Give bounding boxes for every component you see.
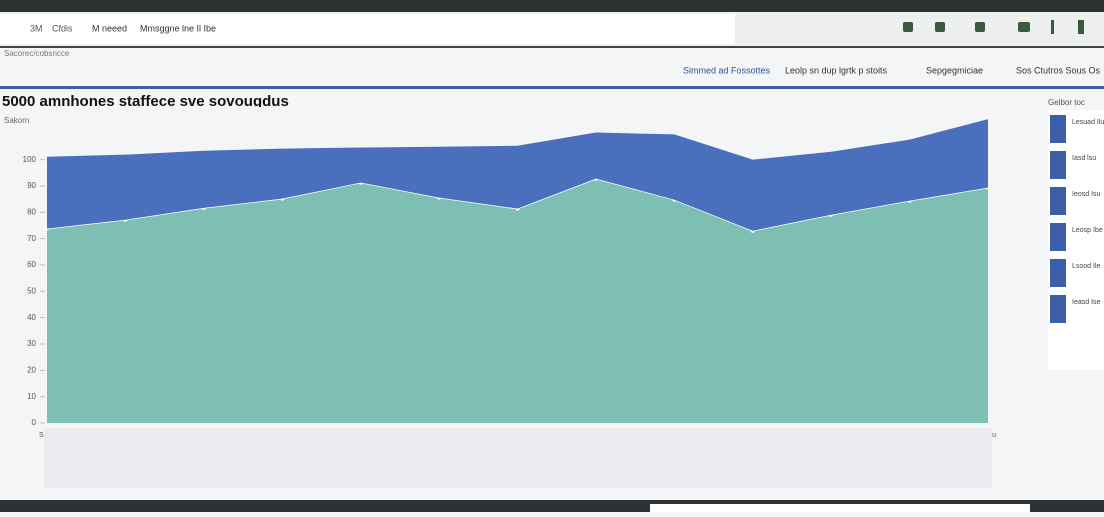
legend-swatch [1050, 295, 1066, 323]
y-tick-label: 0 [32, 418, 37, 427]
legend-swatch [1050, 259, 1066, 287]
legend-label: Leosp Ibe [1072, 227, 1103, 234]
legend-swatch [1050, 151, 1066, 179]
icon[interactable] [935, 22, 945, 32]
legend-label: Lsood Ile [1072, 263, 1101, 270]
tab[interactable]: M neeed [92, 23, 127, 33]
y-tick-label: 40 [27, 313, 36, 322]
legend-swatch [1050, 187, 1066, 215]
toolbar-link[interactable]: Sos Ctutros Sous Os [1016, 65, 1101, 75]
y-tick-label: 70 [27, 234, 36, 243]
status-field [650, 504, 1030, 512]
icon[interactable] [1051, 20, 1054, 34]
toolbar-link[interactable]: Simmed ad Fossottes [683, 65, 771, 75]
accent-line [0, 86, 1104, 89]
breadcrumb: Sacorec/cobsncce [4, 49, 70, 58]
y-tick-label: 80 [27, 207, 36, 216]
y-tick-label: 10 [27, 392, 36, 401]
y-tick-label: 100 [23, 155, 37, 164]
icon[interactable] [903, 22, 913, 32]
chart-title: 5000 amnhones staffece sve sovougdus [2, 93, 289, 110]
legend-label: Lesuad Ilu [1072, 119, 1104, 126]
y-tick-label: 20 [27, 365, 36, 374]
chart: 0102030405060708090100SasuSsduSeuis Sasu… [23, 107, 996, 439]
chart-subtitle: Sakorn [4, 116, 29, 125]
top-bar [0, 0, 1104, 12]
y-tick-label: 90 [27, 181, 36, 190]
tab[interactable]: Mmsggne lne Il Ibe [140, 23, 216, 33]
tab[interactable]: 3M [30, 23, 43, 33]
legend-label: Iasd lsu [1072, 155, 1096, 162]
tab[interactable]: Cfdis [52, 23, 73, 33]
address-field[interactable] [0, 14, 735, 44]
sidebar-title: Gelbor toc [1048, 98, 1085, 107]
y-tick-label: 50 [27, 286, 36, 295]
legend-label: Ieasd Ise [1072, 299, 1101, 306]
area [47, 119, 988, 231]
data-table [44, 428, 992, 488]
icon[interactable] [975, 22, 985, 32]
toolbar-link[interactable]: Sepgegmiciae [926, 65, 983, 75]
icon[interactable] [1078, 20, 1084, 34]
y-tick-label: 30 [27, 339, 36, 348]
area [47, 178, 988, 423]
divider [0, 46, 1104, 48]
toolbar-link[interactable]: Leolp sn dup lgrtk p stoits [785, 65, 888, 75]
y-tick-label: 60 [27, 260, 36, 269]
legend-swatch [1050, 115, 1066, 143]
icons [903, 20, 1084, 34]
legend-label: Ieosd Isu [1072, 191, 1101, 198]
legend-swatch [1050, 223, 1066, 251]
icon[interactable] [1018, 22, 1030, 32]
